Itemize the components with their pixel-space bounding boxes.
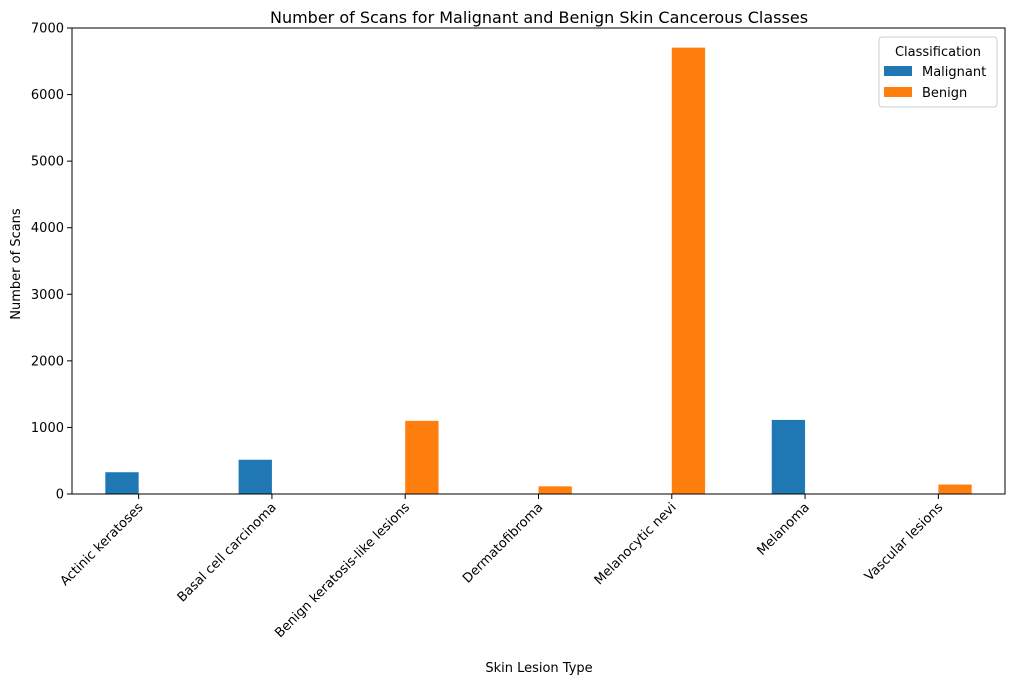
x-axis: Actinic keratoses Basal cell carcinomaBen… [58,494,946,641]
bar-benign-3 [538,486,572,494]
legend: Classification Malignant Benign [878,36,998,108]
bar-benign-4 [671,47,706,494]
x-tick-label: Actinic keratoses [58,500,147,589]
legend-label-malignant: Malignant [922,65,986,80]
legend-swatch-malignant [884,66,912,76]
plot-frame [71,27,1006,495]
bar-benign-2 [405,420,439,494]
y-tick-label: 6000 [31,88,64,103]
plot-area [71,27,1006,495]
y-tick-label: 1000 [31,421,64,436]
bar-malignant-0 [105,472,139,494]
bar-benign-6 [938,484,972,494]
chart-title: Number of Scans for Malignant and Benign… [270,8,808,27]
bar-malignant-5 [771,419,806,494]
x-tick-label: Basal cell carcinoma [175,500,280,605]
legend-label-benign: Benign [922,86,967,101]
legend-title: Classification [895,45,981,60]
x-tick-label: Melanoma [754,500,812,558]
y-tick-label: 3000 [31,288,64,303]
legend-swatch-benign [884,87,912,97]
bar-malignant-1 [238,459,272,494]
x-tick-label: Benign keratosis-like lesions [272,500,413,641]
x-tick-label: Dermatofibroma [460,500,546,586]
y-axis-label: Number of Scans [9,208,24,320]
x-axis-label: Skin Lesion Type [485,661,592,676]
y-tick-label: 5000 [31,155,64,170]
y-tick-label: 2000 [31,354,64,369]
x-tick-label: Melanocytic nevi [592,500,680,588]
x-tick-label: Vascular lesions [862,500,946,584]
y-tick-label: 7000 [31,22,64,37]
y-axis: 0 1000 2000 3000 4000 5000 6000 7000 [31,22,72,503]
y-tick-label: 0 [56,488,64,503]
y-tick-label: 4000 [31,221,64,236]
